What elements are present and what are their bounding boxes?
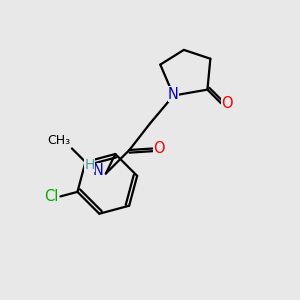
Text: CH₃: CH₃: [47, 134, 70, 147]
Text: N: N: [92, 163, 103, 178]
Text: N: N: [168, 87, 179, 102]
Text: Cl: Cl: [44, 189, 59, 204]
Text: H: H: [85, 158, 95, 172]
Text: O: O: [222, 96, 233, 111]
Text: O: O: [153, 141, 165, 156]
